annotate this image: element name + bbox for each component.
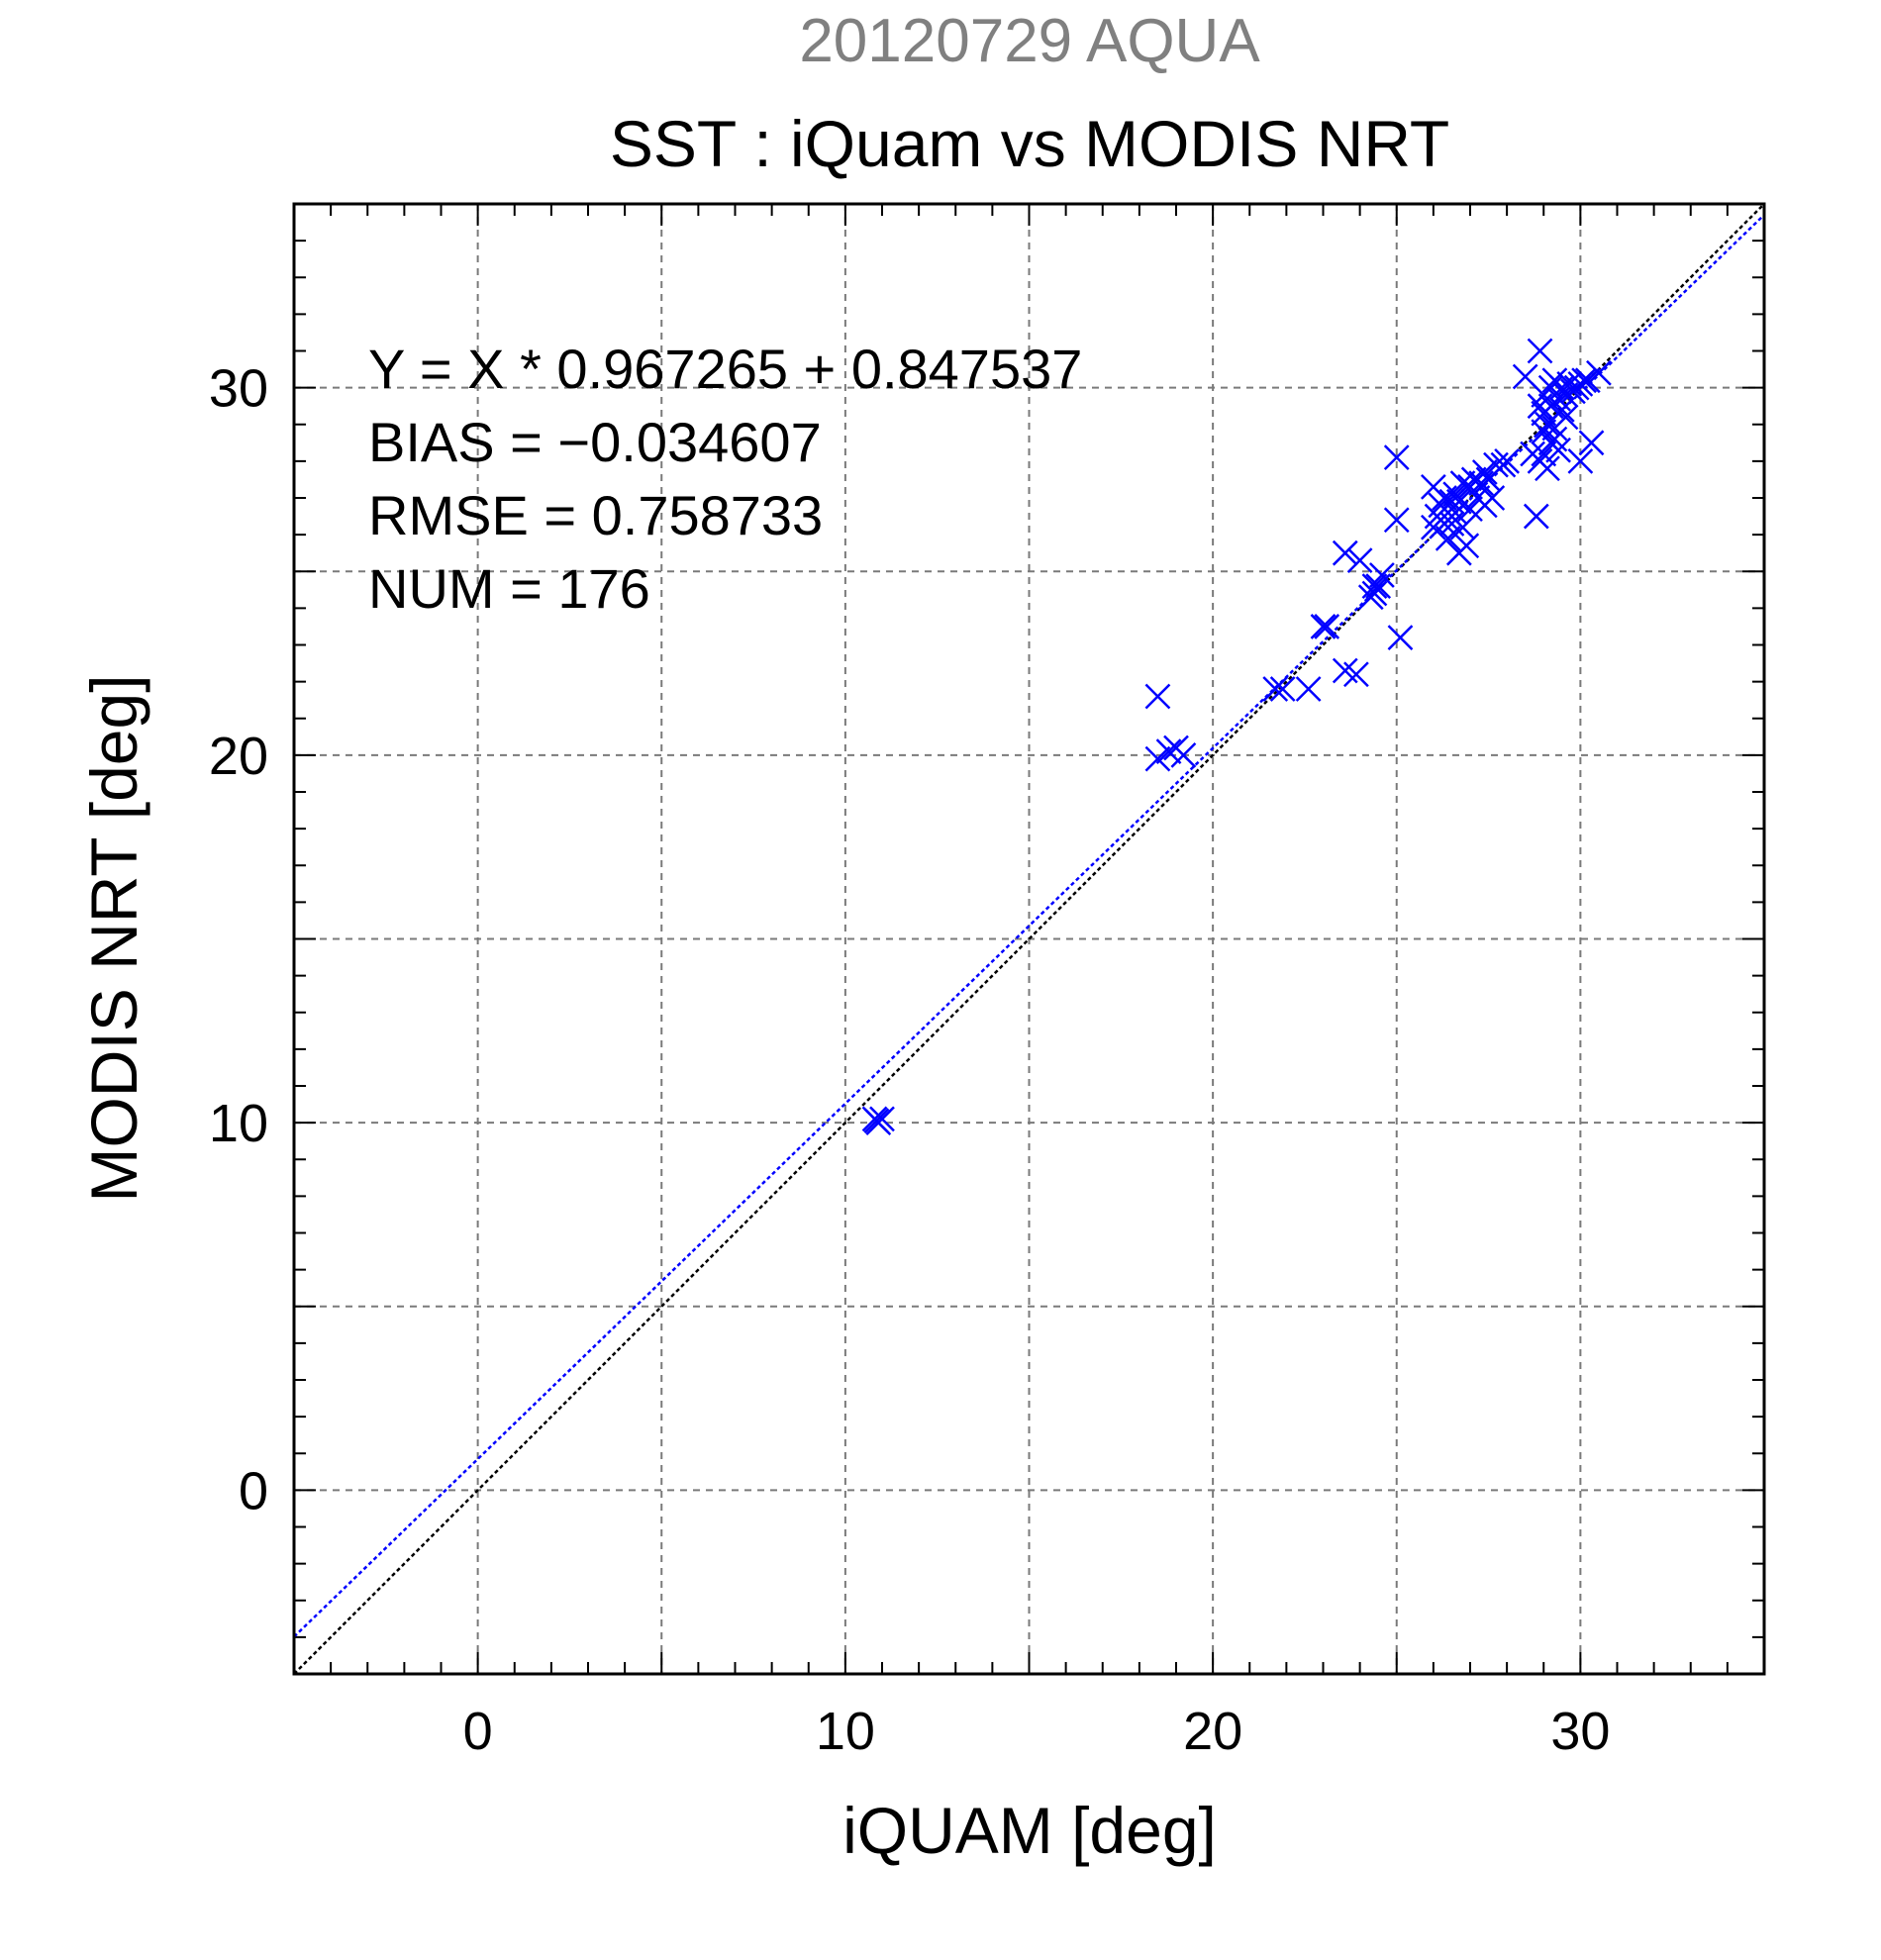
data-point: [1567, 447, 1594, 474]
y-tick-label: 30: [209, 359, 268, 419]
data-point: [1343, 661, 1369, 688]
data-point: [1453, 533, 1480, 559]
data-points: [861, 338, 1612, 1136]
y-tick-label: 20: [209, 727, 268, 786]
x-tick-label: 30: [1550, 1702, 1610, 1761]
y-tick-label: 0: [239, 1461, 268, 1520]
stats-line: RMSE = 0.758733: [368, 484, 823, 546]
identity-line: [293, 203, 1765, 1675]
data-point: [1383, 444, 1410, 471]
x-tick-label: 20: [1183, 1702, 1242, 1761]
stats-line: BIAS = −0.034607: [368, 411, 822, 473]
plot-frame: [292, 202, 1766, 1676]
chart-supertitle: 20120729 AQUA: [799, 7, 1260, 75]
data-point: [1527, 338, 1553, 364]
data-point: [1314, 614, 1340, 639]
data-point: [1346, 547, 1373, 573]
y-tick-label: 10: [209, 1094, 268, 1153]
data-point: [1523, 503, 1549, 530]
stats-annotation: Y = X * 0.967265 + 0.847537 BIAS = −0.034…: [368, 338, 1082, 620]
data-point: [1457, 496, 1483, 523]
data-point: [1471, 459, 1498, 485]
fit-line: [293, 214, 1765, 1638]
data-point: [1383, 507, 1410, 534]
reference-lines: [293, 203, 1765, 1675]
x-tick-labels: 0 10 20 30: [463, 1702, 1611, 1761]
data-point: [1295, 676, 1322, 702]
data-point: [1310, 614, 1336, 639]
data-point: [1578, 430, 1605, 456]
data-point: [1144, 745, 1171, 772]
chart-title: SST : iQuam vs MODIS NRT: [610, 107, 1449, 180]
data-point: [1586, 359, 1612, 386]
x-tick-label: 0: [463, 1702, 493, 1761]
stats-line: NUM = 176: [368, 557, 650, 620]
data-point: [1552, 404, 1579, 431]
data-point: [1155, 738, 1182, 765]
data-point: [1531, 441, 1557, 467]
data-point: [1369, 562, 1395, 588]
stats-line: Y = X * 0.967265 + 0.847537: [368, 338, 1082, 400]
data-point: [1262, 676, 1289, 702]
data-point: [1332, 539, 1358, 566]
data-point: [1534, 455, 1560, 482]
data-point: [1144, 683, 1171, 710]
data-point: [1571, 367, 1597, 394]
data-point: [1387, 625, 1414, 650]
data-point: [1574, 367, 1601, 394]
data-point: [1479, 485, 1506, 511]
data-point: [1541, 426, 1568, 452]
x-tick-label: 10: [816, 1702, 875, 1761]
data-point: [1361, 580, 1388, 607]
data-point: [863, 1108, 890, 1134]
x-axis-label: iQUAM [deg]: [842, 1794, 1217, 1867]
data-point: [1435, 525, 1461, 551]
y-tick-labels: 0 10 20 30: [209, 359, 268, 1521]
data-point: [1494, 447, 1521, 474]
data-point: [1548, 397, 1575, 423]
data-point: [1269, 676, 1296, 702]
data-point: [1361, 573, 1388, 599]
y-axis-label: MODIS NRT [deg]: [77, 674, 150, 1202]
grid-lines: [294, 204, 1764, 1674]
data-point: [869, 1106, 895, 1132]
data-point: [1170, 741, 1197, 768]
